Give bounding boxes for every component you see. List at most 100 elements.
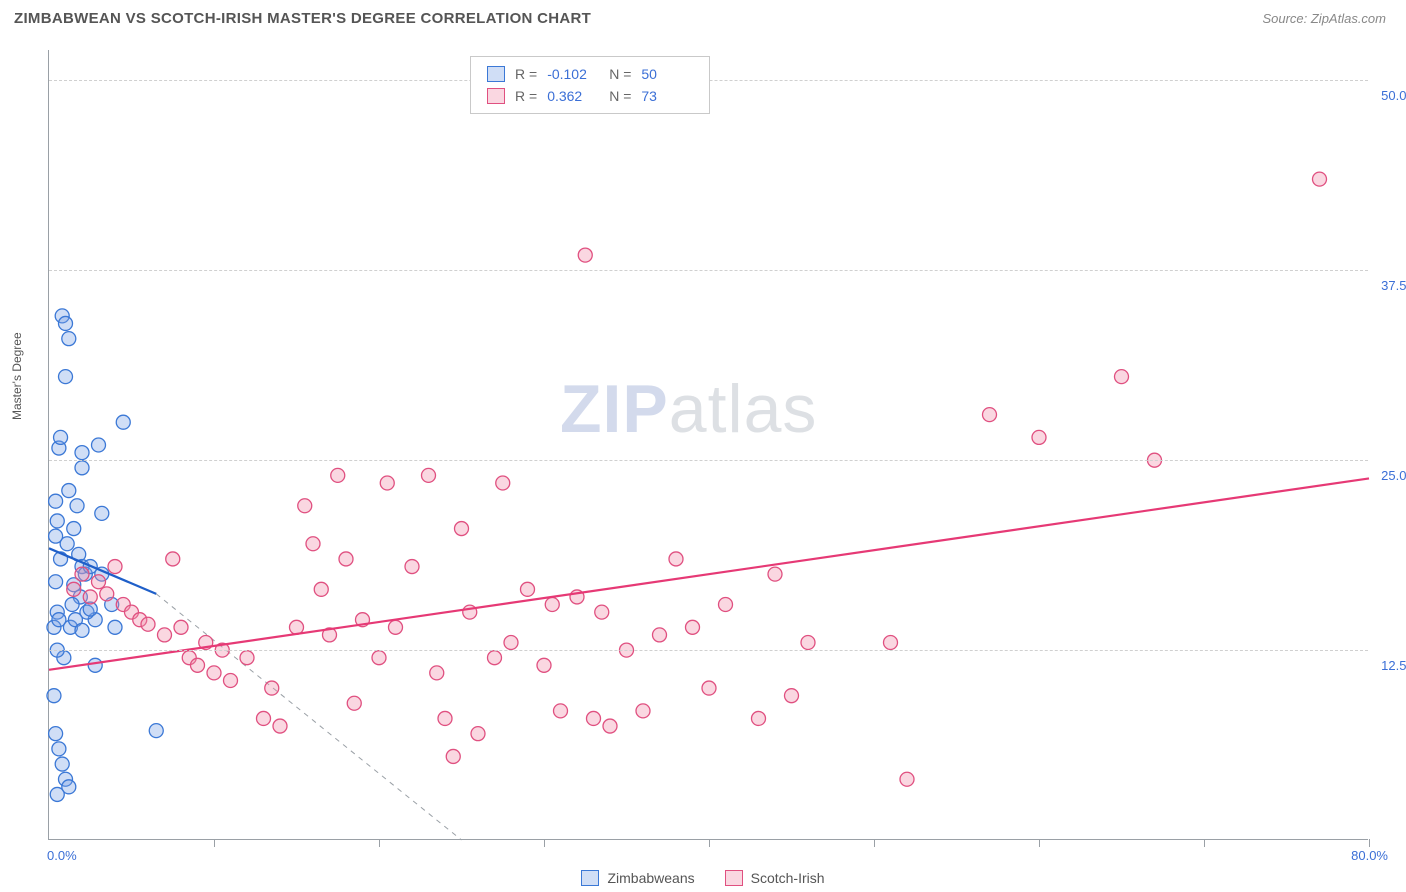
data-point [1115, 370, 1129, 384]
grid-line [49, 650, 1368, 651]
trend-line-extension [156, 594, 461, 840]
data-point [47, 689, 61, 703]
data-point [719, 598, 733, 612]
data-point [65, 598, 79, 612]
data-point [49, 529, 63, 543]
data-point [49, 494, 63, 508]
series-swatch [487, 88, 505, 104]
y-tick-label: 37.5% [1381, 278, 1406, 293]
x-tick [1204, 839, 1205, 847]
data-point [207, 666, 221, 680]
data-point [372, 651, 386, 665]
data-point [900, 772, 914, 786]
data-point [702, 681, 716, 695]
data-point [405, 560, 419, 574]
data-point [430, 666, 444, 680]
data-point [50, 514, 64, 528]
stat-r-value: 0.362 [547, 88, 599, 104]
data-point [92, 575, 106, 589]
data-point [75, 446, 89, 460]
data-point [496, 476, 510, 490]
y-tick-label: 25.0% [1381, 468, 1406, 483]
stat-n-value: 73 [641, 88, 693, 104]
data-point [768, 567, 782, 581]
data-point [347, 696, 361, 710]
chart-title: ZIMBABWEAN VS SCOTCH-IRISH MASTER'S DEGR… [14, 10, 591, 27]
data-point [75, 567, 89, 581]
data-point [191, 658, 205, 672]
data-point [595, 605, 609, 619]
grid-line [49, 270, 1368, 271]
legend-label: Zimbabweans [607, 870, 694, 886]
data-point [653, 628, 667, 642]
data-point [59, 316, 73, 330]
data-point [108, 560, 122, 574]
data-point [257, 711, 271, 725]
stat-r-label: R = [515, 66, 537, 82]
data-point [521, 582, 535, 596]
data-point [62, 484, 76, 498]
x-tick [1039, 839, 1040, 847]
legend-item: Scotch-Irish [725, 870, 825, 886]
x-end-label: 80.0% [1351, 848, 1388, 863]
chart-header: ZIMBABWEAN VS SCOTCH-IRISH MASTER'S DEGR… [0, 0, 1406, 33]
data-point [158, 628, 172, 642]
data-point [67, 582, 81, 596]
stats-row: R =0.362N =73 [487, 85, 693, 107]
data-point [983, 408, 997, 422]
data-point [785, 689, 799, 703]
data-point [149, 724, 163, 738]
data-point [67, 522, 81, 536]
data-point [83, 590, 97, 604]
data-point [686, 620, 700, 634]
stat-n-label: N = [609, 88, 631, 104]
data-point [49, 727, 63, 741]
data-point [116, 415, 130, 429]
series-legend: Zimbabweans Scotch-Irish [0, 870, 1406, 886]
scatter-plot-svg [49, 50, 1368, 839]
data-point [578, 248, 592, 262]
data-point [54, 430, 68, 444]
data-point [75, 461, 89, 475]
data-point [587, 711, 601, 725]
data-point [339, 552, 353, 566]
stat-n-label: N = [609, 66, 631, 82]
data-point [100, 587, 114, 601]
legend-item: Zimbabweans [581, 870, 694, 886]
data-point [62, 332, 76, 346]
data-point [75, 623, 89, 637]
stat-n-value: 50 [641, 66, 693, 82]
x-tick [874, 839, 875, 847]
data-point [636, 704, 650, 718]
x-start-label: 0.0% [47, 848, 77, 863]
data-point [554, 704, 568, 718]
data-point [314, 582, 328, 596]
legend-swatch [725, 870, 743, 886]
x-tick [379, 839, 380, 847]
data-point [265, 681, 279, 695]
data-point [1032, 430, 1046, 444]
series-swatch [487, 66, 505, 82]
data-point [331, 468, 345, 482]
y-tick-label: 12.5% [1381, 658, 1406, 673]
stats-row: R =-0.102N =50 [487, 63, 693, 85]
data-point [752, 711, 766, 725]
data-point [380, 476, 394, 490]
data-point [422, 468, 436, 482]
data-point [70, 499, 84, 513]
data-point [603, 719, 617, 733]
data-point [88, 658, 102, 672]
data-point [224, 673, 238, 687]
data-point [455, 522, 469, 536]
chart-plot-area: 12.5%25.0%37.5%50.0%0.0%80.0% [48, 50, 1368, 840]
data-point [141, 617, 155, 631]
data-point [92, 438, 106, 452]
data-point [537, 658, 551, 672]
legend-label: Scotch-Irish [751, 870, 825, 886]
x-tick [709, 839, 710, 847]
data-point [108, 620, 122, 634]
data-point [884, 636, 898, 650]
data-point [95, 506, 109, 520]
y-tick-label: 50.0% [1381, 88, 1406, 103]
grid-line [49, 460, 1368, 461]
